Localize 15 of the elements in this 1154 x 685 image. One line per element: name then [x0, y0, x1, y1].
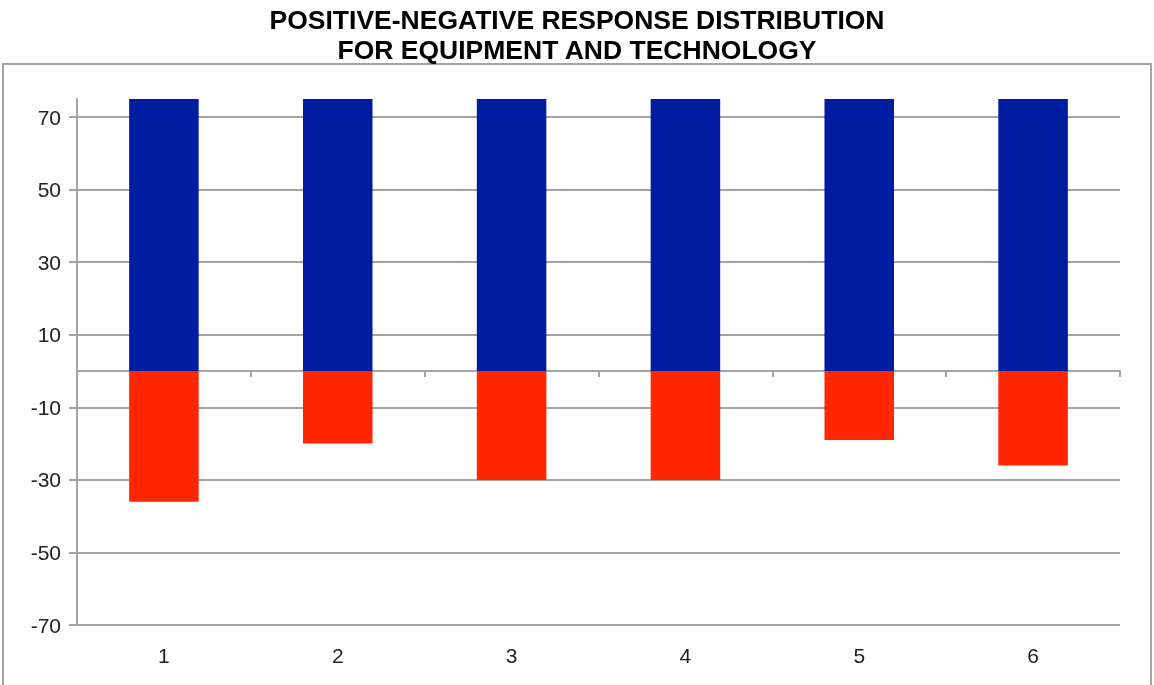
y-tick-label: -70	[30, 613, 61, 637]
y-tick-label: 70	[37, 105, 61, 129]
y-tick-label: -50	[30, 540, 61, 564]
y-tick-label: -30	[30, 468, 61, 492]
y-tick-label: -10	[30, 395, 61, 419]
x-tick-label: 2	[331, 644, 344, 667]
x-tick-label: 3	[505, 644, 518, 667]
x-tick-label: 6	[1027, 644, 1039, 667]
chart-title: POSITIVE-NEGATIVE RESPONSE DISTRIBUTION FOR EQUIPMENT AND TECHNOLOGY	[269, 5, 885, 65]
x-tick-label: 5	[853, 644, 866, 667]
y-tick-label: 10	[37, 323, 61, 347]
y-tick-label: 50	[37, 178, 61, 202]
x-tick-label: 1	[158, 644, 170, 667]
x-tick-label: 4	[679, 644, 692, 667]
y-tick-label: 30	[37, 250, 61, 274]
